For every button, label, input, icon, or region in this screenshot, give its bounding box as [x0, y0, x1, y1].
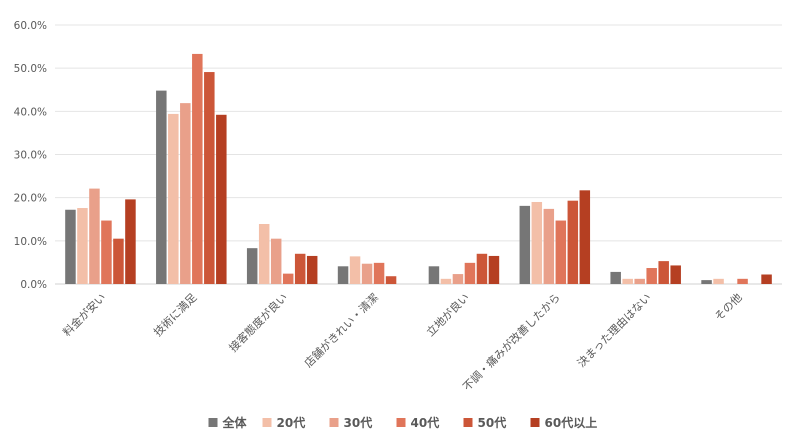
- x-tick-label: 店舗がきれい・清潔: [301, 290, 381, 370]
- bar: [156, 90, 167, 284]
- legend-swatch: [530, 418, 540, 427]
- bar: [761, 274, 772, 284]
- bar: [349, 256, 361, 284]
- legend-swatch: [208, 418, 218, 427]
- y-tick-label: 0.0%: [20, 279, 47, 291]
- bar: [440, 278, 452, 284]
- legend-swatch: [329, 418, 339, 427]
- x-tick-label: 技術に満足: [151, 291, 199, 339]
- bar: [519, 205, 531, 284]
- y-tick-label: 20.0%: [14, 193, 47, 205]
- bar: [713, 278, 724, 284]
- bar: [113, 238, 124, 284]
- bar: [428, 266, 440, 284]
- bar: [670, 265, 681, 284]
- bar: [65, 209, 76, 284]
- bar: [192, 53, 203, 285]
- y-tick-label: 40.0%: [14, 106, 47, 118]
- legend-label: 30代: [344, 415, 373, 430]
- bar: [204, 72, 215, 284]
- bar: [258, 223, 270, 284]
- bar: [294, 253, 306, 284]
- bar: [337, 266, 349, 284]
- bar: [77, 208, 88, 284]
- bar: [658, 261, 669, 284]
- bar: [555, 220, 567, 284]
- bar: [361, 263, 373, 284]
- x-tick-label: 不調・痛みが改善したから: [460, 290, 563, 393]
- legend-label: 60代以上: [545, 415, 598, 430]
- x-tick-label: 料金が安い: [60, 290, 109, 339]
- bar: [373, 262, 385, 284]
- legend-swatch: [396, 418, 406, 427]
- bar: [464, 262, 476, 284]
- x-tick-label: 接客態度が良い: [226, 290, 290, 354]
- bar: [180, 103, 191, 284]
- bar: [270, 238, 282, 284]
- bar: [488, 255, 500, 284]
- legend-swatch: [262, 418, 272, 427]
- legend-label: 20代: [277, 415, 306, 430]
- bar: [385, 276, 397, 284]
- bar: [579, 190, 591, 284]
- bar: [701, 280, 712, 284]
- legend-label: 全体: [222, 415, 248, 430]
- x-tick-label: その他: [712, 291, 745, 324]
- bar: [125, 199, 136, 284]
- bar: [646, 268, 657, 284]
- bar: [567, 200, 579, 284]
- bar: [282, 273, 294, 284]
- bar: [737, 278, 748, 284]
- y-tick-label: 60.0%: [14, 20, 47, 32]
- y-tick-label: 30.0%: [14, 150, 47, 162]
- bar: [101, 220, 112, 284]
- bar: [531, 201, 543, 284]
- x-tick-label: 立地が良い: [423, 290, 472, 339]
- bar: [89, 188, 100, 284]
- bar: [452, 274, 464, 284]
- bar: [246, 248, 258, 284]
- bar: [634, 278, 645, 284]
- legend-swatch: [463, 418, 473, 427]
- bar: [306, 255, 318, 284]
- y-tick-label: 10.0%: [14, 236, 47, 248]
- x-tick-label: 決まった理由はない: [574, 290, 654, 370]
- legend-label: 50代: [478, 415, 507, 430]
- bar: [543, 208, 555, 284]
- bar: [216, 114, 227, 284]
- bar: [622, 278, 633, 284]
- bar: [168, 113, 179, 284]
- bar: [610, 271, 621, 284]
- legend-label: 40代: [411, 415, 440, 430]
- bar: [476, 253, 488, 284]
- y-tick-label: 50.0%: [14, 63, 47, 75]
